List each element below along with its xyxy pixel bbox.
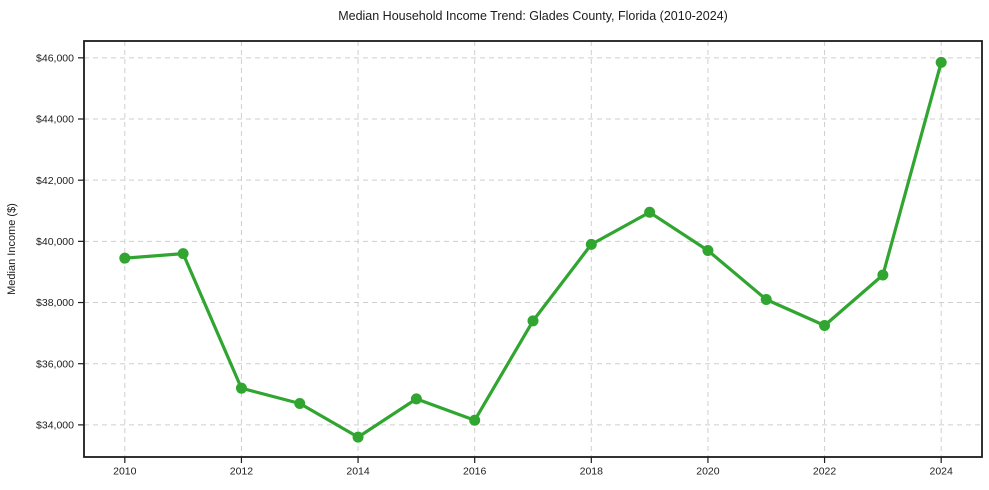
data-point-2024 [935,56,947,68]
y-tick-label: $38,000 [36,297,74,309]
plot-area: $34,000 $36,000 $38,000 $40,000 $42,000 $44,0… [36,40,983,478]
y-tick-label: $36,000 [36,358,74,370]
data-point-2022 [819,319,831,331]
data-point-2011 [177,248,189,260]
data-point-2012 [235,382,247,394]
y-tick-label: $46,000 [36,53,74,65]
plot-border [83,40,983,458]
y-tick-label: $34,000 [36,420,74,432]
data-point-2014 [352,431,364,443]
chart-title: Median Household Income Trend: Glades Co… [338,9,728,23]
y-tick-label: $44,000 [36,114,74,126]
x-tick-label: 2012 [230,466,254,478]
data-point-2015 [410,393,422,405]
x-tick-label: 2010 [113,466,137,478]
y-tick-label: $40,000 [36,236,74,248]
data-point-2016 [469,414,481,426]
y-axis-label: Median Income ($) [6,203,18,295]
data-point-2017 [527,315,539,327]
x-tick-label: 2016 [463,466,487,478]
data-point-2010 [119,252,131,264]
data-point-2023 [877,269,889,281]
data-point-2019 [644,206,656,218]
y-tick-label: $42,000 [36,175,74,187]
x-tick-label: 2014 [346,466,370,478]
x-tick-label: 2020 [696,466,720,478]
data-point-2018 [585,238,597,250]
x-tick-label: 2018 [580,466,604,478]
x-tick-label: 2022 [813,466,837,478]
x-tick-label: 2024 [930,466,954,478]
data-point-2013 [294,397,306,409]
data-point-2021 [760,293,772,305]
data-point-2020 [702,245,714,257]
